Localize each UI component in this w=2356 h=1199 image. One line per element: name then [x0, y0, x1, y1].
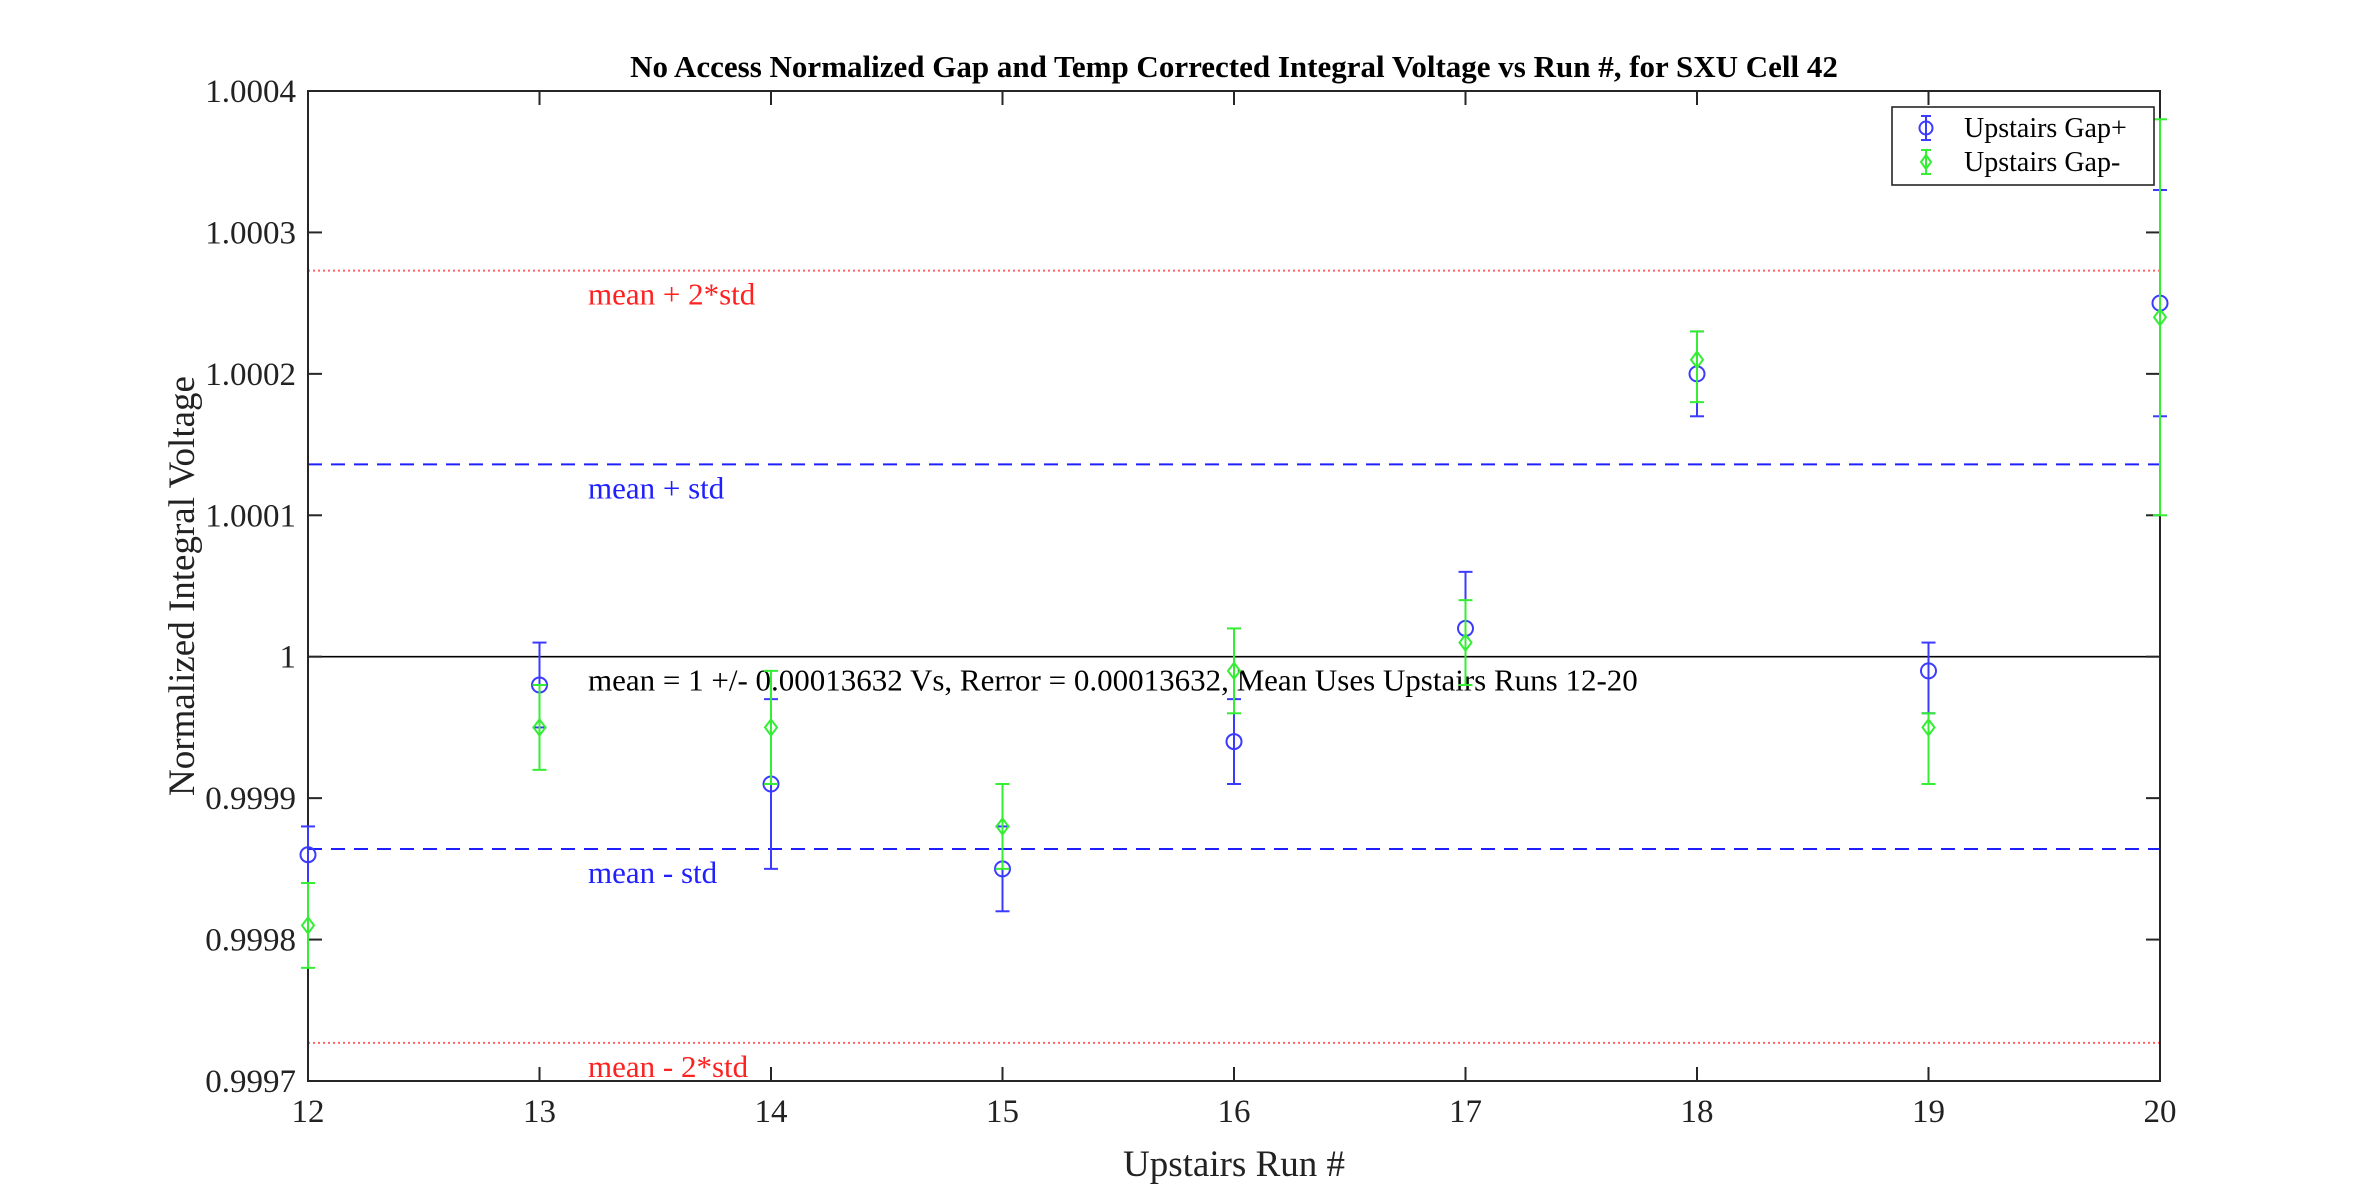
- x-tick-label: 14: [755, 1094, 788, 1130]
- series-1: [300, 118, 2168, 969]
- data-point: [1458, 632, 1473, 653]
- x-tick-label: 18: [1681, 1094, 1714, 1130]
- y-tick-label: 1.0004: [205, 74, 296, 110]
- x-axis-label: Upstairs Run #: [1123, 1144, 1345, 1185]
- reference-line-label-2: mean = 1 +/- 0.00013632 Vs, Rerror = 0.0…: [588, 663, 1638, 698]
- y-tick-label: 1: [280, 640, 297, 676]
- data-point: [300, 915, 316, 936]
- data-point: [1689, 350, 1705, 370]
- y-axis-label: Normalized Integral Voltage: [162, 376, 203, 796]
- plot-frame: [307, 90, 2161, 1082]
- legend-label: Upstairs Gap-: [1964, 147, 2120, 178]
- ticks-layer: 12 13 14 15 16 17 18 19 20 0.9997 0.9998 0.9999 1 1.0…: [205, 74, 2176, 1130]
- legend: Upstairs Gap+Upstairs Gap-: [1891, 106, 2155, 186]
- y-tick-label: 0.9998: [205, 923, 296, 959]
- x-tick-label: 16: [1218, 1094, 1251, 1130]
- x-tick-label: 20: [2144, 1094, 2177, 1130]
- legend-marker: [1919, 153, 1933, 171]
- reference-line-label-0: mean + 2*std: [588, 277, 756, 312]
- x-tick-label: 13: [523, 1094, 556, 1130]
- data-point: [763, 717, 779, 738]
- y-tick-label: 0.9999: [205, 781, 296, 817]
- series-0: [299, 189, 2169, 913]
- data-point: [1226, 661, 1242, 681]
- chart-title: No Access Normalized Gap and Temp Correc…: [630, 49, 1838, 84]
- reference-line-label-1: mean + std: [588, 470, 725, 505]
- data-point: [299, 846, 317, 864]
- reference-lines-layer: mean + 2*std mean + std mean = 1 +/- 0.000…: [308, 269, 2160, 1084]
- x-tick-label: 12: [292, 1094, 325, 1130]
- legend-label: Upstairs Gap+: [1964, 113, 2127, 144]
- x-tick-label: 15: [986, 1094, 1019, 1130]
- data-point: [2152, 307, 2168, 327]
- y-tick-label: 1.0003: [205, 215, 296, 251]
- y-tick-label: 1.0001: [205, 498, 296, 534]
- data-layer: [299, 118, 2169, 969]
- legend-box: [1891, 106, 2155, 186]
- x-tick-label: 17: [1449, 1094, 1482, 1130]
- data-point: [1920, 662, 1937, 680]
- reference-line-label-3: mean - std: [588, 855, 718, 890]
- reference-line-label-4: mean - 2*std: [588, 1049, 749, 1084]
- y-tick-label: 0.9997: [205, 1064, 296, 1100]
- data-point: [532, 717, 547, 738]
- y-tick-label: 1.0002: [205, 357, 296, 393]
- x-tick-label: 19: [1912, 1094, 1945, 1130]
- data-point: [1225, 733, 1243, 751]
- legend-marker: [1918, 120, 1934, 136]
- data-point: [1921, 717, 1936, 738]
- data-point: [995, 816, 1010, 837]
